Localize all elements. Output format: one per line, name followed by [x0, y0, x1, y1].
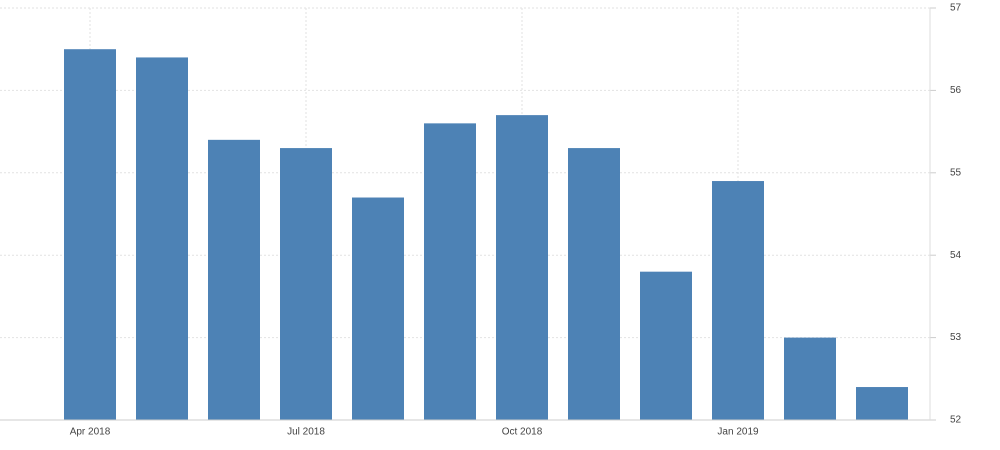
x-tick-label: Jan 2019	[717, 427, 759, 438]
y-tick-label: 57	[950, 3, 962, 14]
bar	[136, 57, 188, 420]
y-tick-label: 53	[950, 332, 962, 343]
bar	[640, 271, 692, 420]
bar	[496, 115, 548, 421]
x-tick-label: Oct 2018	[502, 427, 543, 438]
bar	[856, 387, 908, 420]
bar	[568, 148, 620, 420]
y-tick-label: 56	[950, 85, 962, 96]
y-tick-label: 55	[950, 167, 962, 178]
bar	[712, 181, 764, 420]
x-tick-label: Jul 2018	[287, 427, 325, 438]
bar	[784, 337, 836, 420]
bar	[280, 148, 332, 420]
y-tick-label: 52	[950, 415, 962, 426]
x-tick-label: Apr 2018	[70, 427, 111, 438]
bar	[64, 49, 116, 420]
bar	[352, 197, 404, 420]
bar	[424, 123, 476, 421]
bar	[208, 139, 260, 420]
y-tick-label: 54	[950, 250, 962, 261]
